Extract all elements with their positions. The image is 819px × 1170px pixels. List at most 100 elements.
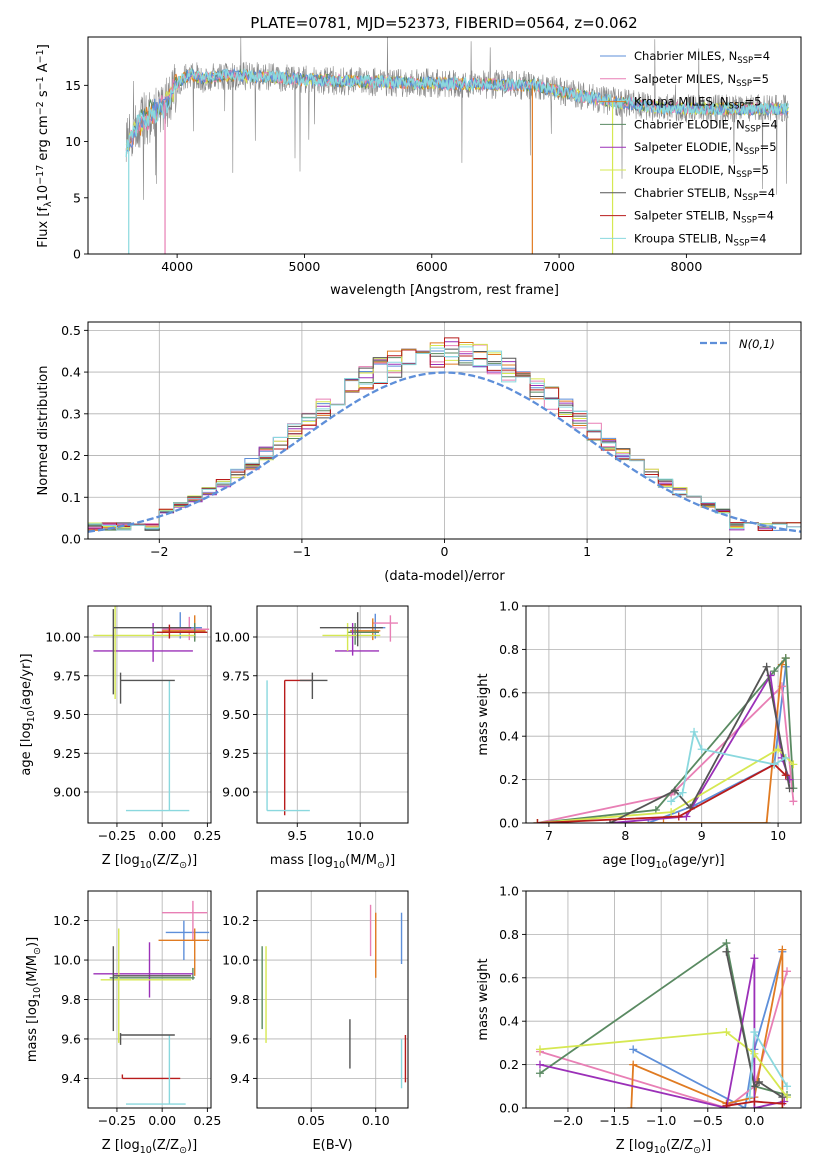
- x-tick-label: 0.00: [148, 1113, 176, 1128]
- x-tick-label: 4000: [161, 259, 193, 274]
- y-tick-label: 10.00: [45, 630, 81, 645]
- series-marker: [629, 1060, 638, 1069]
- plot-area: [266, 612, 398, 816]
- y-axis-label: Normed distribution: [36, 366, 51, 496]
- legend-item: Salpeter ELODIE, NSSP=5: [600, 140, 777, 157]
- series-marker: [535, 1060, 544, 1069]
- x-tick-label: 7000: [543, 259, 575, 274]
- series-marker: [722, 1101, 731, 1108]
- x-tick-label: 7: [545, 828, 553, 843]
- y-tick-label: 5: [73, 190, 81, 205]
- y-tick-label: 0.4: [499, 729, 519, 744]
- legend-item: Salpeter MILES, NSSP=5: [600, 72, 769, 89]
- y-tick-label: 9.00: [222, 785, 250, 800]
- residuals-panel: −2 −1 0 1 2 0.0 0.1 0.2 0.3 0.4 0.5 (data-model)/er…: [36, 321, 802, 584]
- legend-item: Chabrier ELODIE, NSSP=4: [600, 117, 778, 134]
- x-axis-label: Z [log10(Z/Z⊙)]: [102, 1138, 197, 1156]
- axes-frame: [87, 36, 802, 255]
- plot-area: [535, 939, 792, 1108]
- series-kroupa-stelib: [667, 727, 790, 806]
- error-point: [125, 1035, 186, 1105]
- y-tick-label: 0.8: [499, 927, 519, 942]
- plot-area: [93, 606, 210, 812]
- series-marker: [745, 1093, 754, 1102]
- x-tick-label: 0.25: [193, 828, 221, 843]
- y-tick-label: 0.3: [61, 406, 81, 421]
- legend-label: Kroupa ELODIE, NSSP=5: [634, 163, 769, 180]
- legend-item: Chabrier MILES, NSSP=4: [600, 49, 770, 66]
- series-marker: [778, 945, 787, 954]
- x-axis-label: Z [log10(Z/Z⊙)]: [102, 853, 197, 871]
- error-point: [112, 609, 192, 695]
- error-point: [372, 615, 398, 642]
- y-tick-label: 10.2: [222, 913, 250, 928]
- series-marker: [682, 812, 691, 821]
- legend-label: Kroupa STELIB, NSSP=4: [634, 231, 766, 248]
- y-tick-label: 10: [65, 134, 81, 149]
- series-marker: [722, 947, 731, 956]
- error-point: [119, 672, 175, 704]
- axes: 7 8 9 10 0.0 0.2 0.4 0.6 0.8 1.0: [499, 599, 802, 843]
- x-axis-label: mass [log10(M/M⊙)]: [270, 853, 395, 871]
- y-tick-label: 9.50: [53, 707, 81, 722]
- observed-spectrum: [125, 37, 789, 200]
- x-tick-label: 8000: [671, 259, 703, 274]
- legend-label: Chabrier MILES, NSSP=4: [634, 49, 770, 66]
- series-salpeter-stelib: [533, 760, 790, 823]
- y-tick-label: 0.6: [499, 685, 519, 700]
- series-marker: [781, 654, 790, 663]
- x-tick-label: −1: [293, 544, 311, 559]
- plot-area: [93, 900, 210, 1105]
- normal-curve: [88, 371, 801, 533]
- error-point: [158, 928, 210, 976]
- series-line: [539, 958, 785, 1108]
- mass-weight-vs-metallicity-panel: −2.0 −1.5 −1.0 −0.5 0.0 0.0 0.2 0.4 0.6 0.8 1.0 Z […: [476, 884, 802, 1156]
- error-point: [319, 612, 383, 647]
- x-tick-label: 0: [441, 544, 449, 559]
- series-marker: [770, 760, 779, 769]
- x-tick-label: 9: [698, 828, 706, 843]
- series-marker: [750, 1049, 759, 1058]
- mass-vs-ebv-panel: 0.05 0.10 9.4 9.6 9.8 10.0 10.2 E(B-V): [222, 890, 409, 1153]
- y-axis-label: mass weight: [476, 673, 491, 755]
- residual-histogram: [88, 346, 801, 531]
- series-marker: [697, 745, 706, 754]
- series-kroupa-stelib: [745, 1028, 792, 1102]
- y-tick-label: 9.75: [222, 668, 250, 683]
- series-salpeter-miles: [535, 967, 792, 1108]
- series-marker: [535, 1045, 544, 1054]
- x-axis-label: (data-model)/error: [384, 569, 505, 584]
- y-tick-label: 9.4: [61, 1071, 81, 1086]
- x-tick-label: −0.25: [98, 828, 136, 843]
- x-tick-label: 5000: [289, 259, 321, 274]
- series-marker: [670, 786, 679, 795]
- series-line: [537, 655, 795, 823]
- series-salpeter-stelib: [722, 1097, 787, 1108]
- axes: −2.0 −1.5 −1.0 −0.5 0.0 0.0 0.2 0.4 0.6 0.8 1.0: [499, 884, 802, 1128]
- error-point: [100, 928, 192, 1043]
- x-tick-label: 0.10: [362, 1113, 390, 1128]
- series-line: [537, 684, 795, 823]
- series-marker: [750, 1097, 759, 1106]
- series-kroupa-elodie: [535, 1028, 792, 1102]
- series-marker: [762, 662, 771, 671]
- series-marker: [627, 1104, 636, 1108]
- y-tick-label: 15: [65, 78, 81, 93]
- y-tick-label: 9.50: [222, 707, 250, 722]
- x-tick-label: 0.05: [297, 1113, 325, 1128]
- legend-label: N(0,1): [739, 337, 775, 351]
- age-vs-metallicity-panel: −0.25 0.00 0.25 9.00 9.25 9.50 9.75 10.00 Z [log…: [19, 605, 221, 871]
- plot-area: [125, 37, 789, 254]
- plot-area: [88, 337, 801, 533]
- series-marker: [783, 1082, 792, 1091]
- axes-frame: [525, 605, 802, 824]
- y-axis-label: mass [log10(M/M⊙)]: [25, 937, 43, 1062]
- legend-label: Salpeter ELODIE, NSSP=5: [634, 140, 777, 157]
- series-marker: [762, 819, 771, 823]
- series-line: [670, 728, 787, 803]
- series-marker: [667, 808, 676, 817]
- y-tick-label: 0: [73, 247, 81, 262]
- x-axis-label: wavelength [Angstrom, rest frame]: [330, 283, 559, 298]
- y-tick-label: 9.8: [61, 992, 81, 1007]
